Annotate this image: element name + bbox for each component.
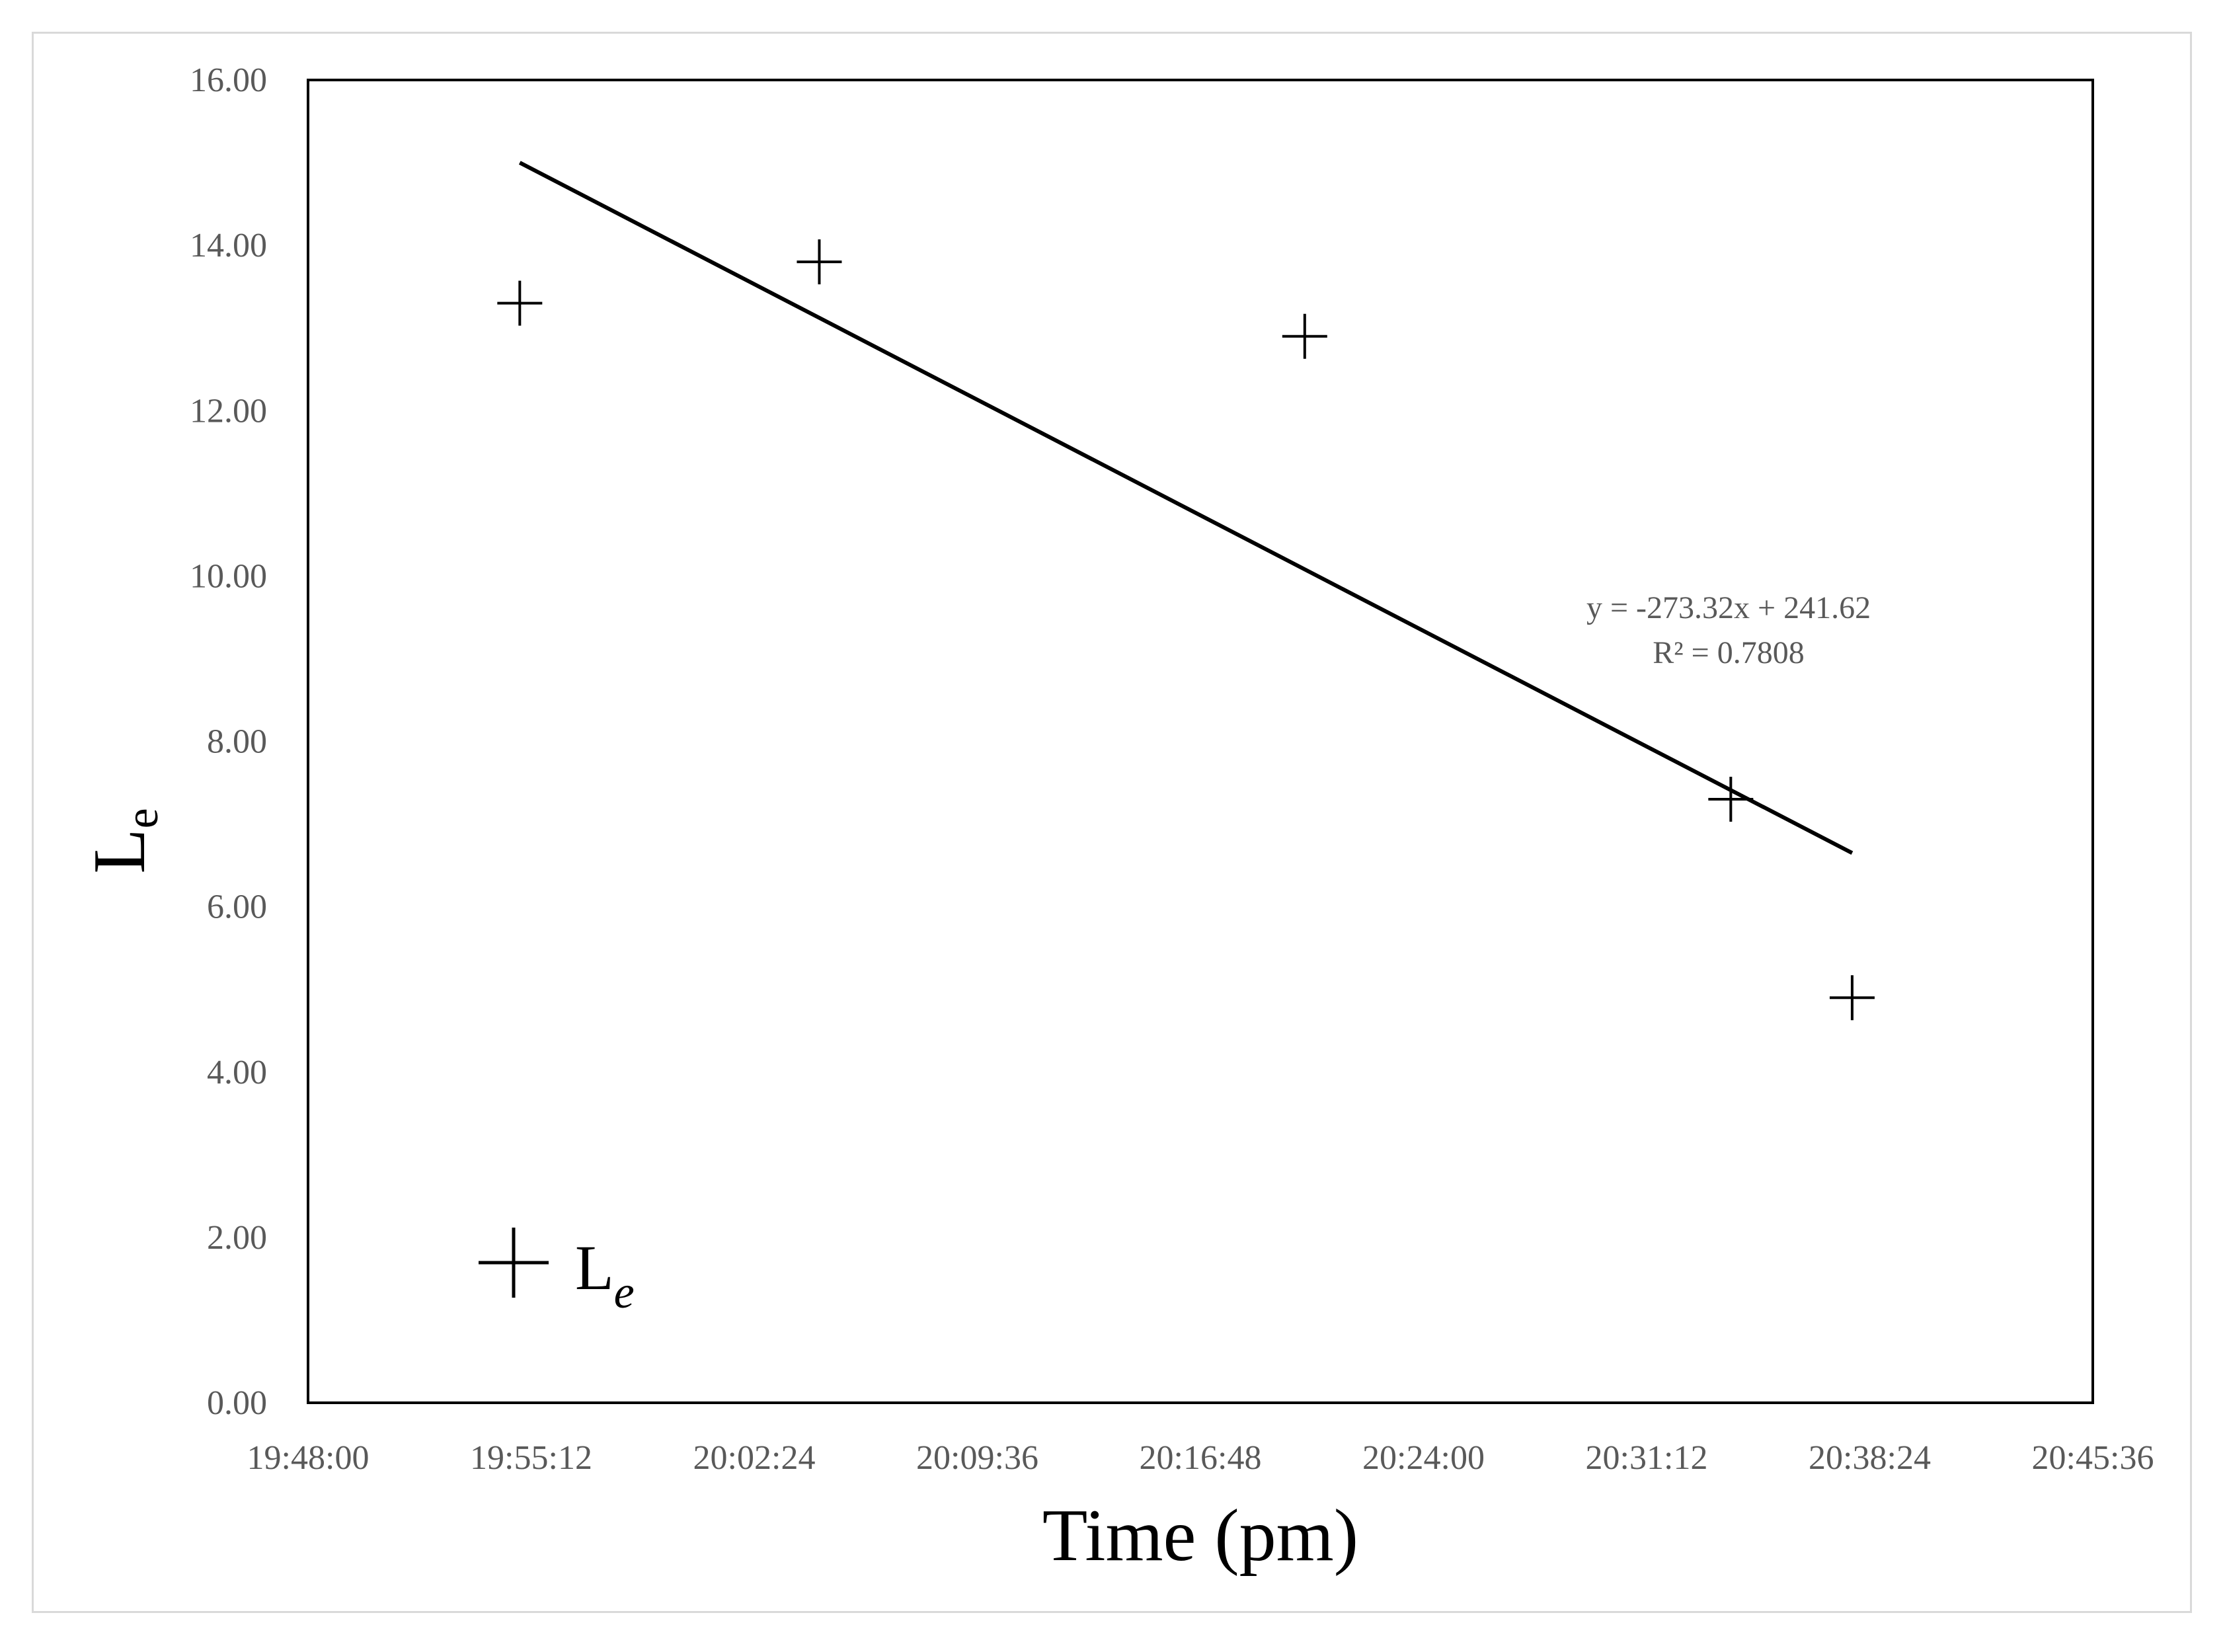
data-point xyxy=(1829,975,1875,1021)
y-axis-title-main: L xyxy=(79,828,161,873)
legend-label-main: L xyxy=(575,1232,614,1303)
y-tick-label: 4.00 xyxy=(207,1054,267,1091)
y-tick-label: 12.00 xyxy=(190,392,267,430)
x-tick-label: 20:02:24 xyxy=(693,1439,816,1477)
x-tick-label: 20:09:36 xyxy=(916,1439,1038,1477)
x-tick-label: 20:16:48 xyxy=(1140,1439,1262,1477)
x-tick-label: 20:45:36 xyxy=(2032,1439,2154,1477)
x-tick-label: 19:55:12 xyxy=(470,1439,592,1477)
data-point xyxy=(1282,313,1327,359)
y-axis-title: Le xyxy=(79,808,168,874)
y-axis-ticks: 0.00 2.00 4.00 6.00 8.00 10.00 12.00 14.00 16.00 xyxy=(190,61,267,1422)
y-tick-label: 2.00 xyxy=(207,1219,267,1257)
x-tick-label: 20:24:00 xyxy=(1362,1439,1485,1477)
y-tick-label: 6.00 xyxy=(207,888,267,926)
y-tick-label: 16.00 xyxy=(190,61,267,99)
data-point xyxy=(797,239,842,285)
data-point xyxy=(497,280,543,326)
trendline-group xyxy=(518,161,1854,855)
y-tick-label: 0.00 xyxy=(207,1384,267,1422)
y-tick-label: 14.00 xyxy=(190,227,267,264)
x-tick-label: 20:31:12 xyxy=(1586,1439,1708,1477)
legend-label: Le xyxy=(575,1232,635,1318)
chart-frame xyxy=(32,32,2192,1613)
y-tick-label: 10.00 xyxy=(190,557,267,595)
plot-area xyxy=(307,79,2094,1404)
legend-marker xyxy=(479,1228,549,1298)
data-points xyxy=(497,239,1875,1021)
trendline-equation: y = -273.32x + 241.62 xyxy=(1586,590,1871,625)
trendline-r-squared: R² = 0.7808 xyxy=(1653,635,1804,670)
data-point xyxy=(1708,777,1754,822)
y-axis-title-sub: e xyxy=(117,808,168,828)
trendline xyxy=(518,161,1854,855)
legend-label-sub: e xyxy=(614,1267,635,1318)
x-tick-label: 20:38:24 xyxy=(1809,1439,1931,1477)
x-axis-title: Time (pm) xyxy=(1042,1495,1358,1577)
x-axis-ticks: 19:48:00 19:55:12 20:02:24 20:09:36 20:16:48… xyxy=(247,1439,2154,1477)
legend: Le xyxy=(479,1228,635,1318)
y-tick-label: 8.00 xyxy=(207,723,267,761)
x-tick-label: 19:48:00 xyxy=(247,1439,370,1477)
